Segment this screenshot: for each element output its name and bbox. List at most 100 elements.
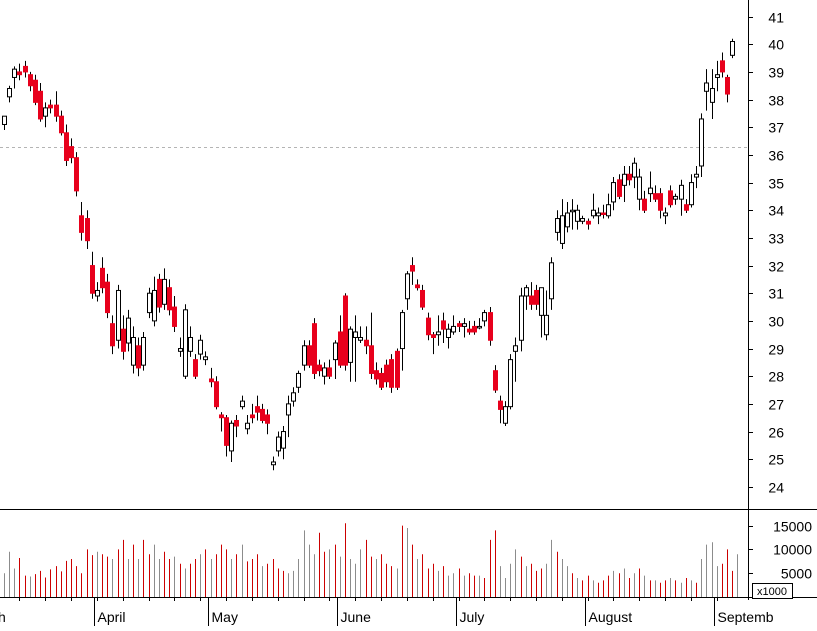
price-tick-label: 33	[768, 231, 784, 247]
candle-body	[296, 372, 301, 388]
candle-body	[69, 146, 74, 159]
candle-body	[224, 417, 229, 446]
candle-body	[622, 173, 627, 186]
candle-body	[668, 190, 673, 206]
price-tick-label: 34	[768, 203, 784, 219]
candle-body	[596, 212, 601, 217]
candle-body	[446, 328, 451, 338]
candle-body	[653, 193, 658, 200]
month-label: May	[212, 609, 238, 625]
candle-body	[312, 323, 317, 374]
candle-body	[684, 204, 689, 211]
candle-body	[575, 209, 580, 222]
candle-body	[214, 381, 219, 408]
candle-body	[162, 278, 167, 305]
candle-body	[85, 218, 90, 242]
candle-body	[167, 287, 172, 311]
candle-body	[157, 278, 162, 308]
candle-body	[405, 273, 410, 300]
candle-body	[389, 359, 394, 388]
candle-body	[560, 215, 565, 244]
candle-body	[715, 74, 720, 78]
candle-body	[343, 295, 348, 366]
volume-unit-box	[752, 583, 793, 599]
candle-body	[580, 218, 585, 222]
month-label: June	[341, 609, 372, 625]
candle-body	[431, 334, 436, 338]
candle-body	[203, 356, 208, 361]
candle-body	[307, 345, 312, 366]
candle-body	[555, 218, 560, 233]
price-tick-label: 37	[768, 120, 784, 136]
candle-body	[219, 414, 224, 419]
candle-body	[116, 289, 121, 341]
price-tick-label: 39	[768, 65, 784, 81]
candle-body	[33, 79, 38, 103]
candle-body	[152, 289, 157, 322]
candle-body	[482, 312, 487, 322]
candle-body	[74, 157, 79, 192]
candle-body	[54, 104, 59, 117]
candle-body	[291, 392, 296, 402]
candle-body	[172, 306, 177, 327]
candle-body	[188, 336, 193, 352]
candle-body	[79, 215, 84, 233]
candle-body	[59, 115, 64, 134]
candle-body	[539, 287, 544, 316]
candle-body	[178, 348, 183, 352]
candle-body	[529, 295, 534, 305]
candle-body	[260, 408, 265, 421]
price-tick-label: 41	[768, 10, 784, 26]
candle-body	[229, 422, 234, 452]
candle-body	[673, 195, 678, 200]
candle-body	[131, 336, 136, 366]
candle-body	[720, 60, 725, 73]
candle-body	[379, 372, 384, 388]
candle-body	[364, 339, 369, 347]
candle-body	[12, 68, 17, 78]
candle-body	[637, 176, 642, 200]
candle-body	[276, 436, 281, 452]
candle-body	[710, 88, 715, 103]
price-tick-label: 30	[768, 314, 784, 330]
price-tick-label: 32	[768, 259, 784, 275]
candle-body	[23, 65, 28, 73]
volume-tick-label: 15000	[773, 519, 812, 535]
candle-body	[48, 104, 53, 109]
candle-body	[395, 350, 400, 388]
candle-body	[725, 76, 730, 95]
candle-body	[43, 107, 48, 117]
candle-body	[498, 400, 503, 410]
candle-body	[524, 287, 529, 297]
candle-body	[648, 187, 653, 195]
candle-body	[64, 132, 69, 161]
candle-body	[358, 336, 363, 341]
candle-body	[467, 328, 472, 333]
price-tick-label: 40	[768, 37, 784, 53]
candle-body	[426, 317, 431, 336]
candle-body	[271, 461, 276, 466]
candle-body	[38, 90, 43, 120]
volume-unit-label: x1000	[757, 586, 787, 598]
candle-body	[100, 267, 105, 289]
candle-body	[17, 71, 22, 76]
candle-body	[121, 328, 126, 352]
price-tick-label: 25	[768, 452, 784, 468]
candle-body	[565, 212, 570, 228]
candle-body	[2, 115, 7, 125]
candle-body	[250, 414, 255, 419]
candle-body	[400, 312, 405, 350]
candle-body	[704, 82, 709, 92]
candle-body	[369, 345, 374, 374]
candle-body	[7, 88, 12, 98]
candle-body	[147, 292, 152, 314]
candle-body	[255, 406, 260, 413]
candle-body	[353, 331, 358, 338]
candle-body	[198, 339, 203, 355]
candle-body	[451, 325, 456, 333]
candle-body	[441, 320, 446, 330]
candle-body	[415, 284, 420, 289]
candle-body	[663, 212, 668, 217]
